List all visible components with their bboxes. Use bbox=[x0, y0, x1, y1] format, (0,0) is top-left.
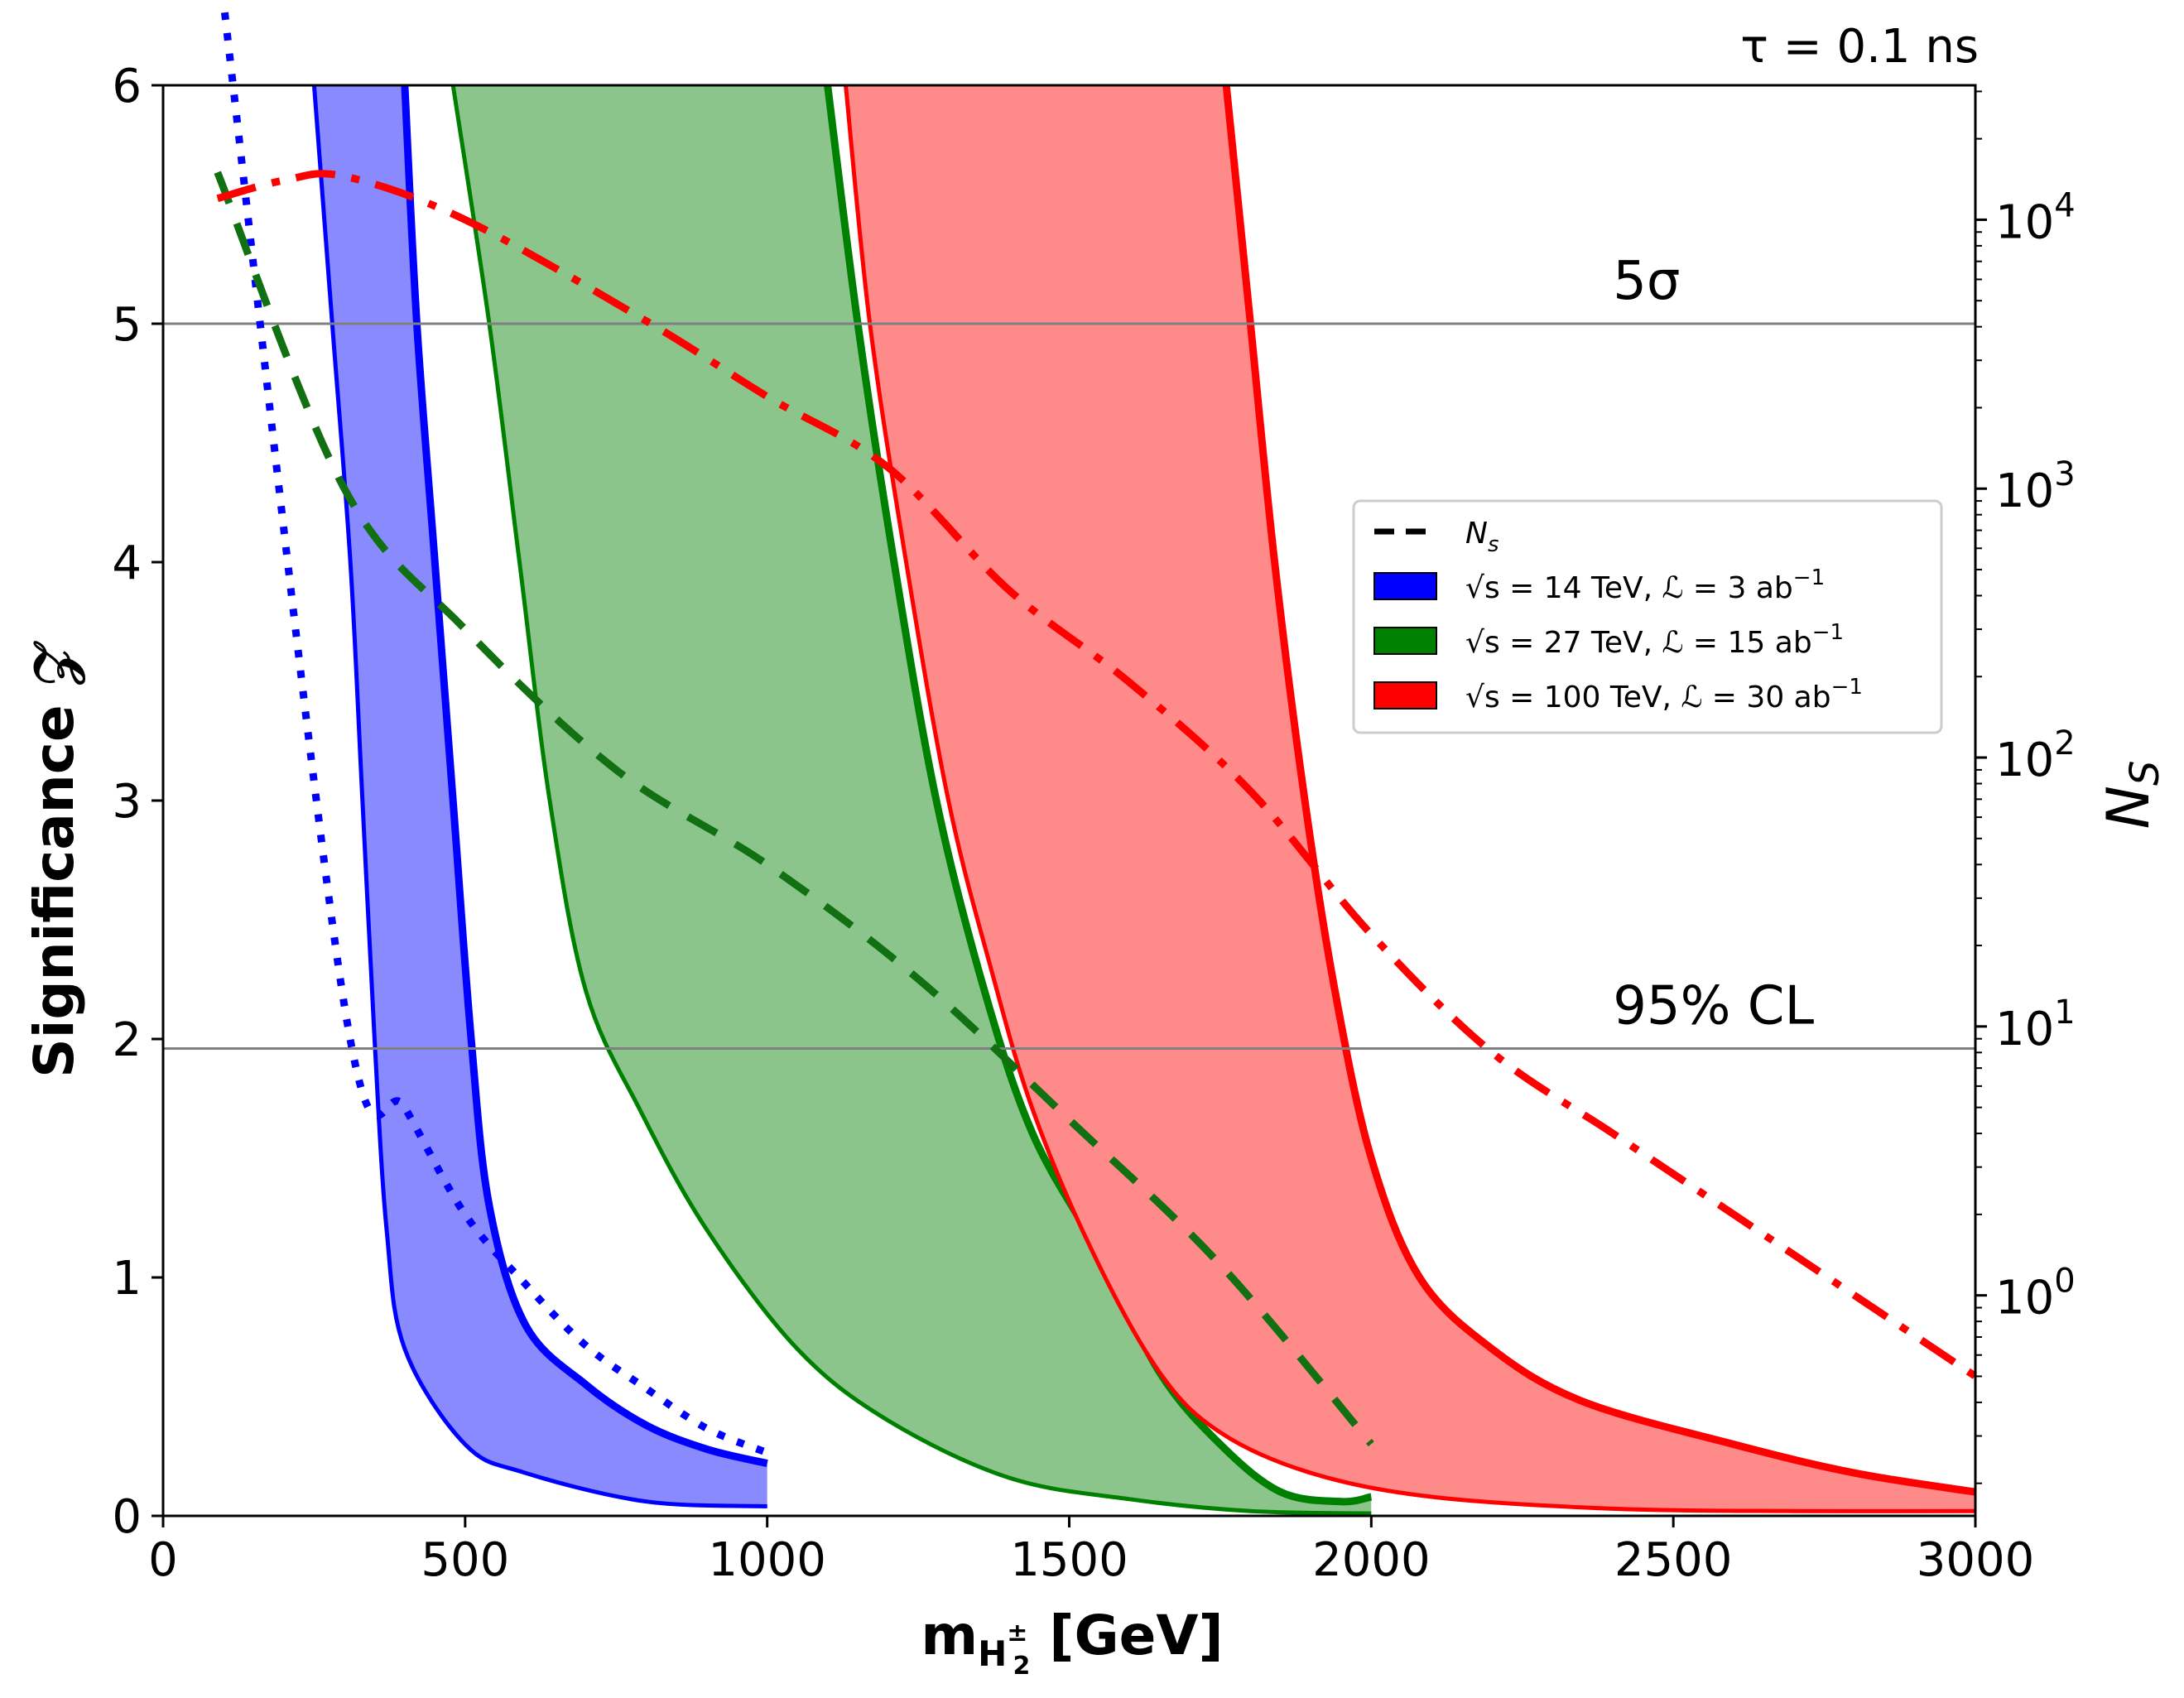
band-lower-edge-0 bbox=[311, 84, 767, 1508]
y-tick-label: 6 bbox=[112, 60, 142, 113]
legend-label-1: √s = 14 TeV, ℒ = 3 ab−1 bbox=[1465, 565, 1825, 605]
y2-tick-exp: 4 bbox=[2054, 186, 2075, 224]
y2-label-main: N bbox=[2095, 786, 2162, 829]
y-axis-left: 0 1 2 3 4 5 6 bbox=[112, 60, 163, 1544]
y-tick-label: 4 bbox=[112, 536, 142, 590]
y2-tick-label: 101 bbox=[1995, 993, 2076, 1056]
y2-tick-base: 10 bbox=[1995, 1003, 2054, 1056]
x-tick-label: 1000 bbox=[708, 1533, 826, 1587]
band-lower-edge-1 bbox=[450, 84, 1372, 1516]
y2-tick-base: 10 bbox=[1995, 734, 2054, 787]
hline-label-0: 5σ bbox=[1613, 251, 1680, 312]
y2-tick-label: 100 bbox=[1995, 1263, 2076, 1325]
legend-label-3: √s = 100 TeV, ℒ = 30 ab−1 bbox=[1465, 675, 1863, 714]
y-tick-label: 1 bbox=[112, 1252, 142, 1306]
x-label-main: m bbox=[921, 1604, 978, 1667]
y2-axis-label: NS bbox=[2095, 761, 2168, 830]
reference-lines: 5σ 95% CL bbox=[163, 251, 1975, 1051]
x-tick-label: 1500 bbox=[1010, 1533, 1128, 1587]
ns-line-1 bbox=[214, 171, 1374, 1447]
x-label-sub2: 2 bbox=[1013, 1652, 1030, 1681]
y2-label-sub: S bbox=[2122, 761, 2168, 786]
band-fill-1 bbox=[453, 85, 1372, 1514]
y2-tick-label: 102 bbox=[1995, 724, 2076, 787]
y2-tick-base: 10 bbox=[1995, 1272, 2054, 1325]
x-tick-label: 0 bbox=[148, 1533, 178, 1587]
y2-tick-base: 10 bbox=[1995, 464, 2054, 518]
x-label-sub: H bbox=[978, 1633, 1007, 1674]
x-axis: 0 500 1000 1500 2000 2500 3000 bbox=[148, 1516, 2034, 1587]
band-upper-edge-2 bbox=[1222, 84, 1976, 1496]
y-tick-label: 3 bbox=[112, 775, 142, 829]
legend-label-text: √s = 27 TeV, ℒ = 15 ab bbox=[1465, 626, 1812, 660]
y2-tick-label: 103 bbox=[1995, 455, 2076, 518]
hline-label-1: 95% CL bbox=[1613, 976, 1814, 1037]
x-tick-label: 500 bbox=[421, 1533, 509, 1587]
legend-label-0: Ns bbox=[1465, 517, 1498, 557]
band-fill-2 bbox=[845, 85, 1975, 1512]
legend-label-text: N bbox=[1465, 517, 1488, 551]
chart-title: τ = 0.1 ns bbox=[1740, 20, 1979, 74]
legend-swatch-2 bbox=[1373, 627, 1437, 655]
x-tick-label: 2000 bbox=[1312, 1533, 1431, 1587]
x-label-sup: ± bbox=[1007, 1619, 1027, 1647]
ns-line-0 bbox=[219, 0, 769, 1456]
legend-label-sup: −1 bbox=[1831, 675, 1863, 700]
legend-label-sup: −1 bbox=[1812, 620, 1844, 645]
band-upper-edge-0 bbox=[401, 84, 768, 1467]
legend-label-text: √s = 100 TeV, ℒ = 30 ab bbox=[1465, 681, 1831, 714]
y-axis-label: Significance 𝒵 bbox=[22, 640, 86, 1077]
legend: Ns√s = 14 TeV, ℒ = 3 ab−1√s = 27 TeV, ℒ … bbox=[1352, 499, 1943, 734]
y2-tick-exp: 3 bbox=[2054, 455, 2075, 493]
band-lower-edge-2 bbox=[844, 84, 1976, 1513]
legend-label-sup: −1 bbox=[1793, 565, 1825, 590]
y2-tick-base: 10 bbox=[1995, 195, 2054, 249]
y-tick-label: 5 bbox=[112, 298, 142, 352]
y2-tick-exp: 1 bbox=[2054, 993, 2075, 1032]
y-tick-label: 0 bbox=[112, 1490, 142, 1544]
ns-line-2 bbox=[216, 170, 1978, 1380]
legend-label-sub: s bbox=[1488, 532, 1499, 557]
ns-lines-layer bbox=[214, 0, 1978, 1456]
legend-swatch-1 bbox=[1373, 572, 1437, 600]
legend-label-text: √s = 14 TeV, ℒ = 3 ab bbox=[1465, 571, 1793, 605]
y2-tick-label: 104 bbox=[1995, 186, 2076, 249]
legend-box bbox=[1352, 499, 1943, 734]
x-tick-label: 3000 bbox=[1917, 1533, 2035, 1587]
legend-label-2: √s = 27 TeV, ℒ = 15 ab−1 bbox=[1465, 620, 1844, 660]
y-tick-label: 2 bbox=[112, 1013, 142, 1067]
y2-tick-exp: 2 bbox=[2054, 724, 2075, 762]
x-label-unit: [GeV] bbox=[1030, 1604, 1223, 1667]
bands-layer bbox=[311, 84, 1976, 1516]
x-axis-label: mH± 2 [GeV] bbox=[921, 1604, 1223, 1681]
legend-swatch-3 bbox=[1373, 681, 1437, 710]
x-tick-label: 2500 bbox=[1614, 1533, 1733, 1587]
y2-tick-exp: 0 bbox=[2054, 1263, 2075, 1301]
